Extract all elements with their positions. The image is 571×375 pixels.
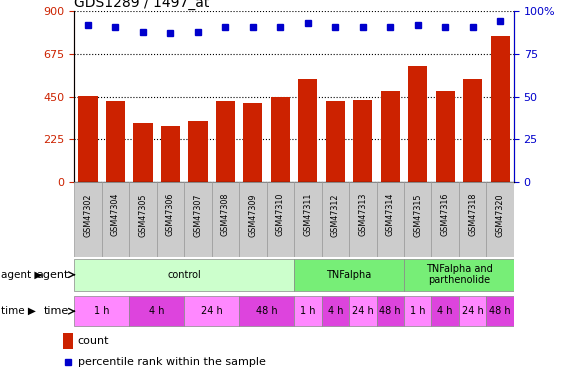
Text: GDS1289 / 1497_at: GDS1289 / 1497_at [74,0,210,10]
Text: GSM47316: GSM47316 [441,193,450,237]
Text: GSM47306: GSM47306 [166,193,175,237]
Bar [376,296,404,326]
Text: GSM47308: GSM47308 [221,193,230,237]
Bar [133,123,152,182]
Bar [129,296,184,326]
Bar [353,100,372,182]
Text: GSM47302: GSM47302 [83,193,93,237]
Bar [239,182,267,257]
Bar [321,296,349,326]
Text: GSM47318: GSM47318 [468,193,477,237]
Text: 4 h: 4 h [437,306,453,316]
Text: 1 h: 1 h [410,306,425,316]
Bar [188,121,207,182]
Bar [102,182,129,257]
Text: 1 h: 1 h [94,306,110,316]
Text: control: control [167,270,201,280]
Bar [432,182,459,257]
Bar [74,259,294,291]
Bar [184,182,212,257]
Text: 1 h: 1 h [300,306,316,316]
Bar [78,96,98,182]
Text: 24 h: 24 h [201,306,223,316]
Bar [376,182,404,257]
Text: GSM47305: GSM47305 [138,193,147,237]
Bar [106,101,125,182]
Bar [294,182,321,257]
Text: GSM47313: GSM47313 [358,193,367,237]
Bar [486,296,514,326]
Bar [459,296,486,326]
Bar [294,259,404,291]
Bar [271,97,290,182]
Text: 48 h: 48 h [256,306,278,316]
Bar [212,182,239,257]
Bar [74,182,102,257]
Bar [63,333,73,349]
Text: 48 h: 48 h [489,306,511,316]
Bar [486,182,514,257]
Text: percentile rank within the sample: percentile rank within the sample [78,357,266,367]
Bar [349,296,376,326]
Text: GSM47314: GSM47314 [386,193,395,237]
Bar [156,182,184,257]
Text: GSM47309: GSM47309 [248,193,258,237]
Bar [436,91,455,182]
Bar [432,296,459,326]
Text: GSM47312: GSM47312 [331,193,340,237]
Bar [490,36,510,182]
Bar [408,66,427,182]
Bar [298,78,317,182]
Bar [239,296,294,326]
Bar [267,182,294,257]
Text: GSM47310: GSM47310 [276,193,285,237]
Text: 24 h: 24 h [462,306,484,316]
Text: 4 h: 4 h [328,306,343,316]
Bar [294,296,321,326]
Bar [404,259,514,291]
Text: GSM47311: GSM47311 [303,193,312,237]
Text: 24 h: 24 h [352,306,373,316]
Bar [243,103,263,182]
Bar [216,101,235,182]
Bar [381,91,400,182]
Bar [404,182,432,257]
Text: TNFalpha and
parthenolide: TNFalpha and parthenolide [425,264,492,285]
Bar [321,182,349,257]
Bar [463,78,482,182]
Bar [74,296,129,326]
Text: GSM47315: GSM47315 [413,193,422,237]
Bar [404,296,432,326]
Text: count: count [78,336,109,346]
Text: agent: agent [36,270,69,280]
Text: GSM47307: GSM47307 [194,193,202,237]
Text: GSM47304: GSM47304 [111,193,120,237]
Bar [129,182,156,257]
Text: 4 h: 4 h [149,306,164,316]
Text: time ▶: time ▶ [1,306,36,316]
Text: time: time [43,306,69,316]
Text: agent ▶: agent ▶ [1,270,42,280]
Bar [349,182,376,257]
Text: GSM47320: GSM47320 [496,193,505,237]
Text: TNFalpha: TNFalpha [327,270,372,280]
Bar [184,296,239,326]
Text: 48 h: 48 h [380,306,401,316]
Bar [459,182,486,257]
Bar [325,101,345,182]
Bar [161,126,180,182]
